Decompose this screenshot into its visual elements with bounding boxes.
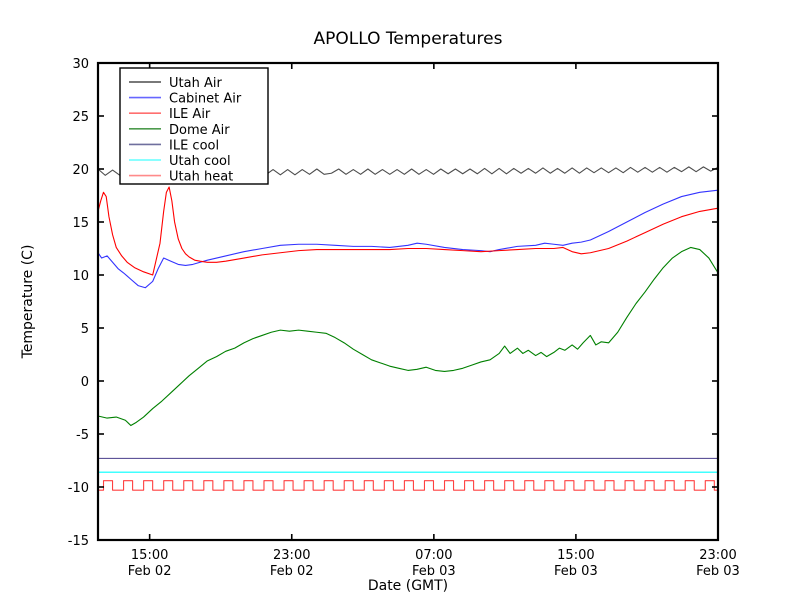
x-tick-label-time: 15:00 <box>557 548 594 563</box>
y-tick-label: 20 <box>72 163 89 178</box>
x-tick-label-date: Feb 03 <box>412 564 456 579</box>
x-tick-label-date: Feb 02 <box>270 564 314 579</box>
x-tick-label-time: 15:00 <box>131 548 168 563</box>
y-tick-label: 10 <box>72 269 89 284</box>
legend-label-utah-cool: Utah cool <box>169 154 231 169</box>
x-tick-label-date: Feb 03 <box>696 564 740 579</box>
y-tick-label: 25 <box>72 110 89 125</box>
y-tick-label: 5 <box>81 322 89 337</box>
x-tick-label-time: 23:00 <box>273 548 310 563</box>
legend-box <box>119 67 269 185</box>
y-tick-label: -5 <box>76 428 89 443</box>
x-tick-label-time: 07:00 <box>415 548 452 563</box>
series-line-dome-air <box>97 246 719 427</box>
y-tick-label: -15 <box>68 534 89 549</box>
x-tick-label-date: Feb 03 <box>554 564 598 579</box>
x-tick-label-time: 23:00 <box>699 548 736 563</box>
legend-label-utah-heat: Utah heat <box>169 170 233 185</box>
y-axis: 30 25 20 15 10 5 0 -5 -10 -15 <box>68 57 718 549</box>
y-axis-label: Temperature (C) <box>20 245 36 360</box>
y-tick-label: 30 <box>72 57 89 72</box>
series-line-ile-air <box>97 186 719 276</box>
x-axis-label: Date (GMT) <box>368 578 448 594</box>
legend-label-ile-cool: ILE cool <box>169 138 219 153</box>
legend-label-ile-air: ILE Air <box>169 107 211 122</box>
x-tick-label-date: Feb 02 <box>128 564 172 579</box>
y-tick-label: -10 <box>68 481 89 496</box>
series-line-utah-heat <box>97 480 719 491</box>
y-tick-label: 0 <box>81 375 89 390</box>
y-tick-label: 15 <box>72 216 89 231</box>
legend-label-dome-air: Dome Air <box>169 123 230 138</box>
series-line-cabinet-air <box>97 189 719 289</box>
legend-label-cabinet-air: Cabinet Air <box>169 92 242 107</box>
chart-title: APOLLO Temperatures <box>314 29 503 49</box>
plot-frame <box>96 61 720 542</box>
legend-label-utah-air: Utah Air <box>169 76 222 91</box>
